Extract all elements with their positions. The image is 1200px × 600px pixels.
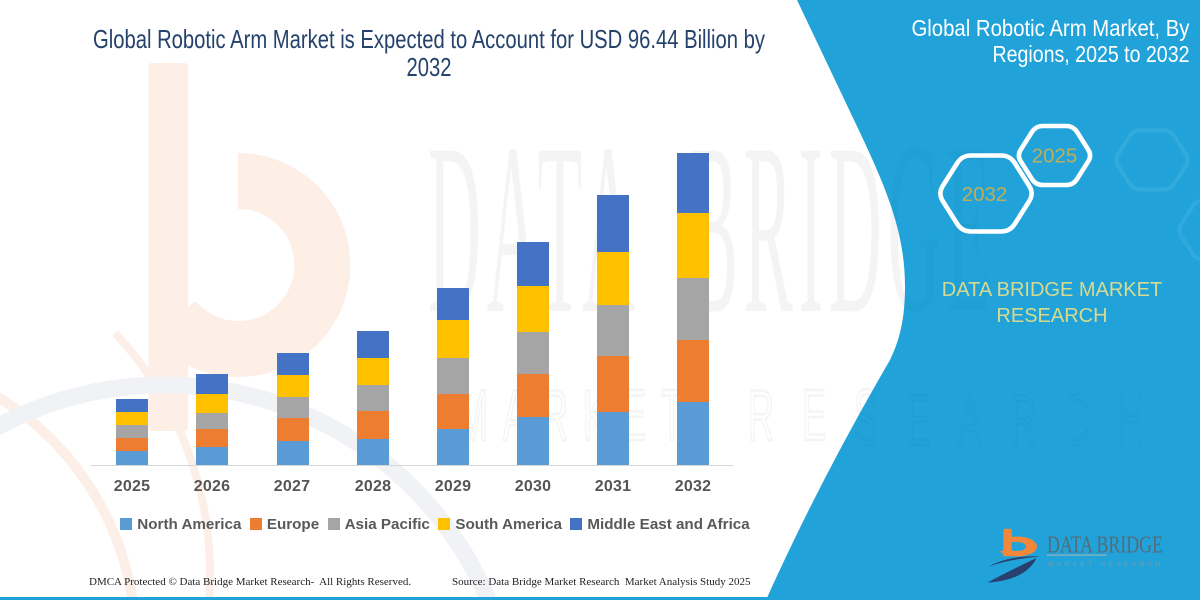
svg-text:DATA BRIDGE: DATA BRIDGE bbox=[1047, 531, 1163, 558]
svg-text:2025: 2025 bbox=[1032, 145, 1078, 168]
svg-text:2032: 2032 bbox=[962, 183, 1008, 206]
svg-text:MARKET RESEARCH: MARKET RESEARCH bbox=[1048, 561, 1164, 568]
svg-text:MARKET RESEARCH: MARKET RESEARCH bbox=[458, 380, 1172, 461]
